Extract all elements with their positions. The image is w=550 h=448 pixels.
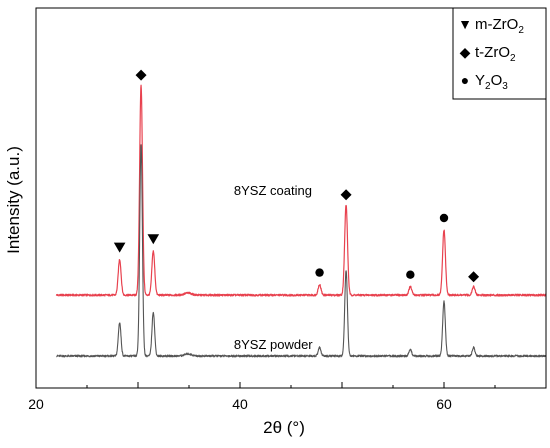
peak-marker-layer [113, 69, 480, 283]
legend-label-t-zro2: t-ZrO2 [475, 44, 516, 64]
y-axis-label: Intensity (a.u.) [4, 146, 23, 254]
series-line-powder [56, 144, 547, 358]
peak-marker-y2o3 [315, 268, 324, 277]
legend-entry-t-zro2: ◆ t-ZrO2 [460, 44, 516, 64]
series-layer [55, 84, 547, 358]
series-label-coating: 8YSZ coating [234, 183, 312, 198]
legend-marker-diamond: ◆ [460, 44, 471, 60]
legend: ▼ m-ZrO2 ◆ t-ZrO2 ● Y2O3 [452, 7, 547, 100]
legend-entry-m-zro2: ▼ m-ZrO2 [458, 16, 524, 36]
peak-marker-y2o3 [406, 270, 415, 279]
axis-layer: 20 40 60 [28, 382, 547, 412]
series-line-coating [55, 84, 547, 297]
peak-marker-t-zro2 [340, 189, 352, 201]
x-tick-label: 60 [436, 396, 452, 412]
plot-frame [35, 7, 547, 389]
series-label-layer: 8YSZ coating 8YSZ powder [234, 183, 313, 352]
peak-marker-y2o3 [439, 213, 449, 223]
legend-marker-circle: ● [461, 72, 469, 88]
series-label-powder: 8YSZ powder [234, 337, 313, 352]
legend-label-y2o3: Y2O3 [475, 72, 508, 92]
peak-marker-m-zro2 [147, 234, 160, 245]
legend-label-m-zro2: m-ZrO2 [475, 16, 524, 36]
legend-marker-triangle: ▼ [458, 16, 472, 32]
peak-marker-t-zro2 [468, 271, 480, 283]
x-axis-label: 2θ (°) [263, 418, 305, 437]
x-tick-label: 40 [232, 396, 248, 412]
legend-box [452, 7, 547, 100]
x-tick-label: 20 [28, 396, 44, 412]
legend-entry-y2o3: ● Y2O3 [461, 72, 508, 92]
peak-marker-t-zro2 [135, 69, 147, 81]
peak-marker-m-zro2 [113, 242, 126, 253]
